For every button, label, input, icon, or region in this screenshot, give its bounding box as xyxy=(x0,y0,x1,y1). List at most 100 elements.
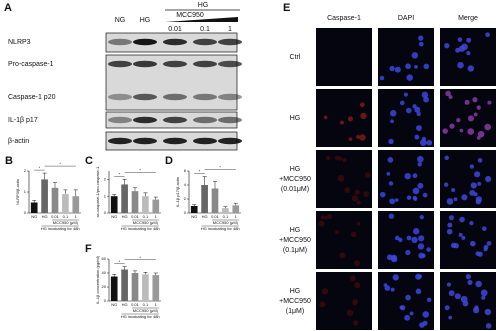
cell xyxy=(353,320,359,326)
cell xyxy=(334,155,340,161)
row-label: +MCC950 xyxy=(279,298,311,305)
bar xyxy=(62,194,69,213)
cell xyxy=(418,35,424,41)
cell xyxy=(477,130,485,138)
micrograph xyxy=(316,272,372,330)
blot-label: Caspase-1 p20 xyxy=(8,94,56,101)
cell xyxy=(351,195,359,202)
cell xyxy=(467,115,474,122)
y-axis-label: ac-caspase-1/pro-caspase-1 xyxy=(95,166,100,217)
cell xyxy=(350,231,357,238)
cell xyxy=(349,275,356,282)
y-tick-label: 4 xyxy=(184,182,187,187)
y-tick-label: 40 xyxy=(102,270,107,275)
cell xyxy=(339,252,346,259)
cell xyxy=(448,215,454,221)
cell xyxy=(464,99,470,105)
cell xyxy=(406,74,413,81)
cell xyxy=(453,197,458,202)
cell xyxy=(334,230,340,235)
row-label: HG xyxy=(290,166,301,173)
group-label: MCC950 (μM) xyxy=(53,220,79,225)
cell xyxy=(423,96,430,103)
cell xyxy=(354,189,360,195)
cell xyxy=(387,157,394,163)
cell xyxy=(426,247,431,252)
cell xyxy=(483,247,488,252)
cell xyxy=(472,97,478,103)
row-label: +MCC950 xyxy=(279,176,311,183)
blot-band xyxy=(163,93,187,101)
y-tick-label: 0 xyxy=(104,210,107,215)
cell xyxy=(414,134,420,140)
blot-band xyxy=(218,137,242,145)
cell xyxy=(364,172,371,179)
bar xyxy=(121,184,128,213)
column-label: Merge xyxy=(458,15,478,22)
column-label: Caspase-1 xyxy=(327,15,361,22)
cell xyxy=(389,65,395,72)
bar xyxy=(110,276,118,301)
y-tick-label: 1 xyxy=(104,193,107,198)
group-label: MCC950 (μM) xyxy=(213,220,239,225)
cell xyxy=(474,171,481,178)
significance-label: * xyxy=(199,169,201,174)
cell xyxy=(419,322,425,328)
x-tick-label: HG xyxy=(202,214,208,219)
cell xyxy=(450,242,457,249)
micrograph xyxy=(378,150,434,208)
cell xyxy=(469,189,476,196)
cell xyxy=(399,100,405,106)
significance-label: * xyxy=(139,255,141,260)
cell xyxy=(412,228,420,235)
cell xyxy=(481,295,486,300)
cell xyxy=(379,75,385,81)
panel-letter: D xyxy=(165,155,173,167)
cell xyxy=(465,273,472,280)
cell xyxy=(459,128,464,133)
blot-band xyxy=(163,60,187,68)
cell xyxy=(444,42,450,49)
cell xyxy=(405,249,411,256)
cell xyxy=(442,128,448,134)
cell xyxy=(484,123,492,131)
cell xyxy=(457,61,464,69)
blot-band xyxy=(108,93,132,101)
cell xyxy=(461,194,468,201)
row-label: HG xyxy=(290,227,301,234)
cell xyxy=(412,173,418,179)
cell xyxy=(389,198,396,205)
cell xyxy=(356,200,361,205)
x-tick-label: 0.01 xyxy=(131,214,140,219)
y-tick-label: 1 xyxy=(24,189,27,194)
row-label: HG xyxy=(290,115,301,122)
x-tick-label: 1 xyxy=(235,214,238,219)
cell xyxy=(451,187,456,193)
cell xyxy=(444,305,450,311)
panel-letter: A xyxy=(4,2,12,14)
cell xyxy=(323,115,328,120)
cell xyxy=(482,226,487,231)
blot-band xyxy=(193,116,217,124)
cell xyxy=(486,241,492,246)
y-tick-label: 6 xyxy=(184,168,187,173)
blot-band xyxy=(218,93,242,101)
cell xyxy=(415,125,422,131)
panel-letter: B xyxy=(5,155,13,167)
cell xyxy=(325,155,331,161)
blot-band xyxy=(108,116,132,124)
cell xyxy=(459,216,465,223)
cell xyxy=(403,92,408,97)
dose-label: 1 xyxy=(228,26,232,33)
x-tick-label: 1 xyxy=(75,214,78,219)
x-tick-label: NG xyxy=(111,214,117,219)
blot-label: β-actin xyxy=(8,138,29,145)
dose-wedge xyxy=(165,17,238,22)
cell xyxy=(390,119,394,124)
cell xyxy=(467,65,474,72)
blot-band xyxy=(193,38,217,46)
cell xyxy=(405,63,411,70)
cell xyxy=(475,196,483,203)
cell xyxy=(444,182,449,187)
cell xyxy=(423,63,430,70)
